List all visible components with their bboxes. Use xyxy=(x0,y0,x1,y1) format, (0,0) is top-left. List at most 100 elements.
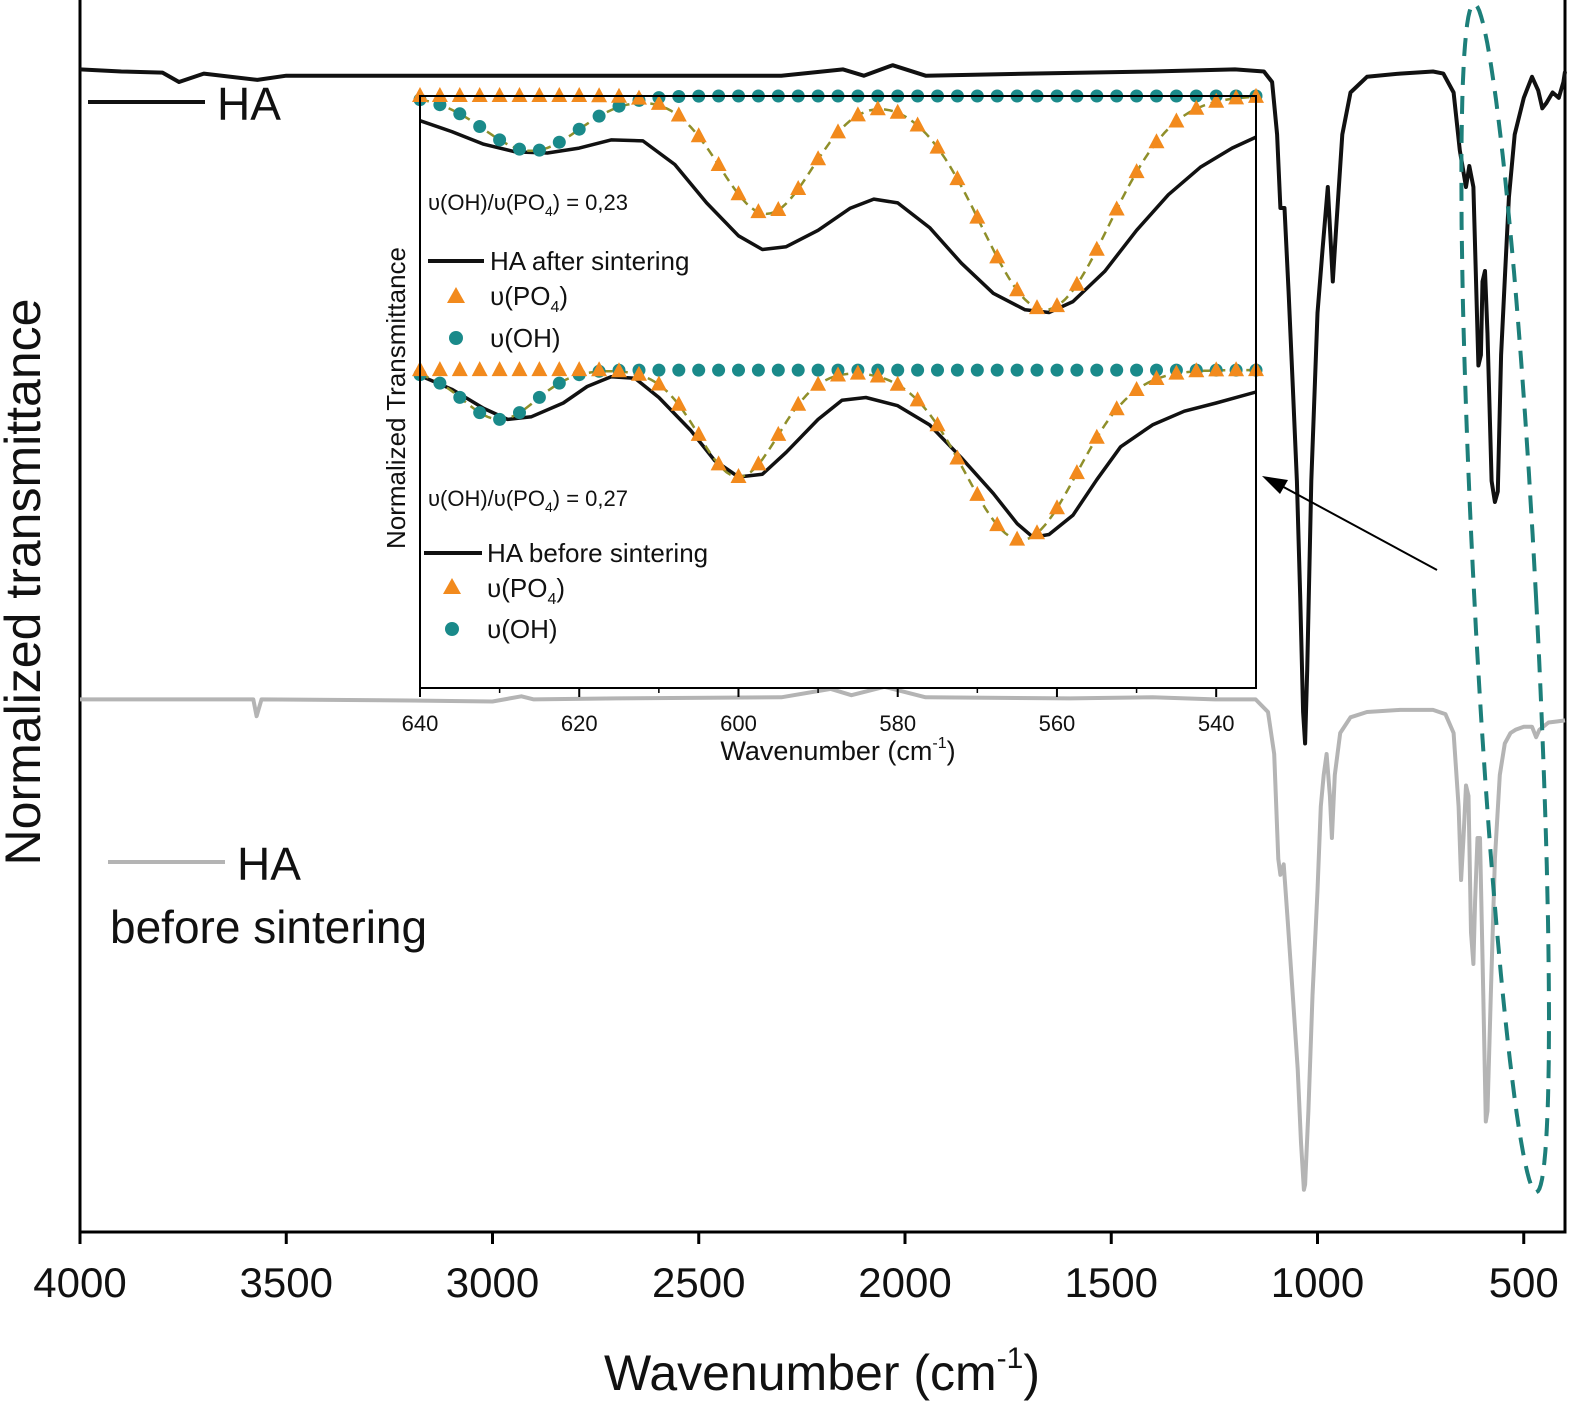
inset-po4-point-after xyxy=(551,87,568,102)
inset-oh-point-before xyxy=(1110,363,1124,377)
inset-po4-point-after xyxy=(909,116,926,132)
inset-plot-frame xyxy=(419,95,1257,689)
inset-po4-point-after xyxy=(710,156,727,171)
legend-label-po4-before: υ(PO4) xyxy=(487,573,565,608)
inset-po4-point-after xyxy=(1068,275,1085,291)
inset-oh-point-before xyxy=(771,363,785,377)
legend-label-ha-before-inset: HA before sintering xyxy=(487,538,708,568)
inset-oh-point-after xyxy=(612,99,626,113)
inset-po4-point-before xyxy=(591,361,608,377)
inset-po4-point-after xyxy=(869,100,886,116)
arrow-line xyxy=(1277,483,1438,571)
inset-oh-point-before xyxy=(1070,363,1084,377)
inset-oh-point-before xyxy=(990,363,1004,377)
inset-oh-point-before xyxy=(732,363,745,377)
inset-oh-point-after xyxy=(493,133,507,147)
inset-po4-point-after xyxy=(631,89,647,105)
inset-x-tick-label: 540 xyxy=(1198,711,1235,736)
inset-po4-point-before xyxy=(491,361,508,377)
inset-po4-point-before xyxy=(929,416,946,432)
inset-oh-point-after xyxy=(572,122,586,136)
inset-oh-point-before xyxy=(433,376,447,390)
inset-oh-point-before xyxy=(911,363,925,377)
inset-oh-point-before xyxy=(950,363,964,377)
inset-x-axis: 640 620 600 580 560 540 xyxy=(402,688,1235,736)
inset-oh-point-after xyxy=(552,135,566,149)
legend-label-ha-after: HA after sintering xyxy=(490,246,689,276)
inset-x-axis-label: Wavenumber (cm-1) xyxy=(720,735,955,766)
legend-circle-oh-before xyxy=(445,622,459,636)
inset-po4-point-before xyxy=(909,391,926,407)
inset-po4-point-after xyxy=(431,87,448,102)
inset-po4-point-before xyxy=(770,425,787,441)
inset-series-group xyxy=(412,87,1264,546)
series-line-ha xyxy=(79,63,1567,746)
inset-po4-point-after xyxy=(750,203,767,219)
inset-po4-point-before xyxy=(1228,361,1245,377)
inset-po4-point-before xyxy=(889,375,906,391)
inset-po4-point-before xyxy=(1009,530,1026,546)
inset-po4-point-before xyxy=(790,395,807,411)
inset-po4-point-before xyxy=(1168,364,1185,380)
main-x-tick-label: 4000 xyxy=(33,1259,126,1306)
inset-x-tick-label: 640 xyxy=(402,711,439,736)
inset-po4-point-after xyxy=(810,150,827,166)
main-x-tick-label: 3500 xyxy=(240,1259,333,1306)
inset-oh-point-after xyxy=(453,107,467,121)
main-plot-frame xyxy=(78,0,1567,1234)
main-x-tick-label: 2000 xyxy=(858,1259,951,1306)
inset-upper-legend: υ(OH)/υ(PO4) = 0,23 HA after sintering υ… xyxy=(428,190,689,353)
inset-po4-point-before xyxy=(471,361,488,377)
inset-oh-point-before xyxy=(1010,363,1024,377)
legend-triangle-po4-after xyxy=(447,287,465,303)
inset-po4-point-before xyxy=(1148,370,1165,385)
main-y-axis-label: Normalized transmittance xyxy=(0,299,51,866)
legend-label-po4-after: υ(PO4) xyxy=(490,281,568,316)
main-x-axis: 4000 3500 3000 2500 2000 1500 1000 500 xyxy=(33,1232,1559,1306)
inset-po4-point-before xyxy=(849,364,866,380)
inset-experimental-line-before xyxy=(419,373,1257,540)
inset-po4-point-after xyxy=(1168,112,1185,128)
main-x-tick-label: 2500 xyxy=(652,1259,745,1306)
inset-y-axis-label: Normalized Transmittance xyxy=(381,247,411,549)
inset-po4-point-after xyxy=(1208,92,1225,108)
inset-oh-point-before xyxy=(473,406,487,420)
arrow-head xyxy=(1262,476,1288,494)
inset-x-tick-label: 580 xyxy=(879,711,916,736)
inset-po4-point-after xyxy=(650,94,667,110)
inset-oh-point-before xyxy=(811,363,825,377)
inset-po4-point-after xyxy=(1128,163,1145,179)
legend-label-ha-before: HA xyxy=(237,838,301,890)
inset-po4-point-after xyxy=(849,106,866,122)
inset-oh-point-before xyxy=(1050,363,1064,377)
inset-oh-point-after xyxy=(473,120,487,133)
inset-po4-point-before xyxy=(1068,464,1085,480)
inset-po4-point-before xyxy=(650,375,667,391)
main-x-tick-label: 3000 xyxy=(446,1259,539,1306)
inset-po4-point-before xyxy=(1188,362,1205,378)
inset-po4-point-before xyxy=(730,468,747,483)
inset-po4-point-after xyxy=(1108,200,1125,216)
inset-po4-point-after xyxy=(1148,133,1165,149)
main-x-tick-label: 500 xyxy=(1489,1259,1559,1306)
legend-label-ha-before-line2: before sintering xyxy=(110,901,427,953)
inset-po4-point-after xyxy=(830,123,846,139)
inset-po4-point-before xyxy=(830,366,846,382)
inset-oh-point-after xyxy=(532,143,546,157)
inset-po4-point-before xyxy=(969,485,986,501)
main-x-tick-label: 1000 xyxy=(1271,1259,1364,1306)
main-x-axis-label: Wavenumber (cm-1) xyxy=(604,1342,1040,1401)
inset-po4-point-before xyxy=(1029,524,1045,540)
inset-po4-point-before xyxy=(551,361,568,377)
inset-oh-point-before xyxy=(692,363,706,377)
ratio-label-before: υ(OH)/υ(PO4) = 0,27 xyxy=(428,486,628,515)
legend-triangle-po4-before xyxy=(443,578,461,594)
inset-po4-point-before xyxy=(949,449,966,465)
dashed-ellipse-annotation xyxy=(1459,1,1552,1195)
inset-oh-point-before xyxy=(552,376,566,390)
inset-oh-point-before xyxy=(1030,363,1044,377)
inset-experimental-line-after xyxy=(419,119,1257,315)
inset-po4-point-before xyxy=(611,362,627,378)
inset-oh-point-before xyxy=(532,390,546,404)
